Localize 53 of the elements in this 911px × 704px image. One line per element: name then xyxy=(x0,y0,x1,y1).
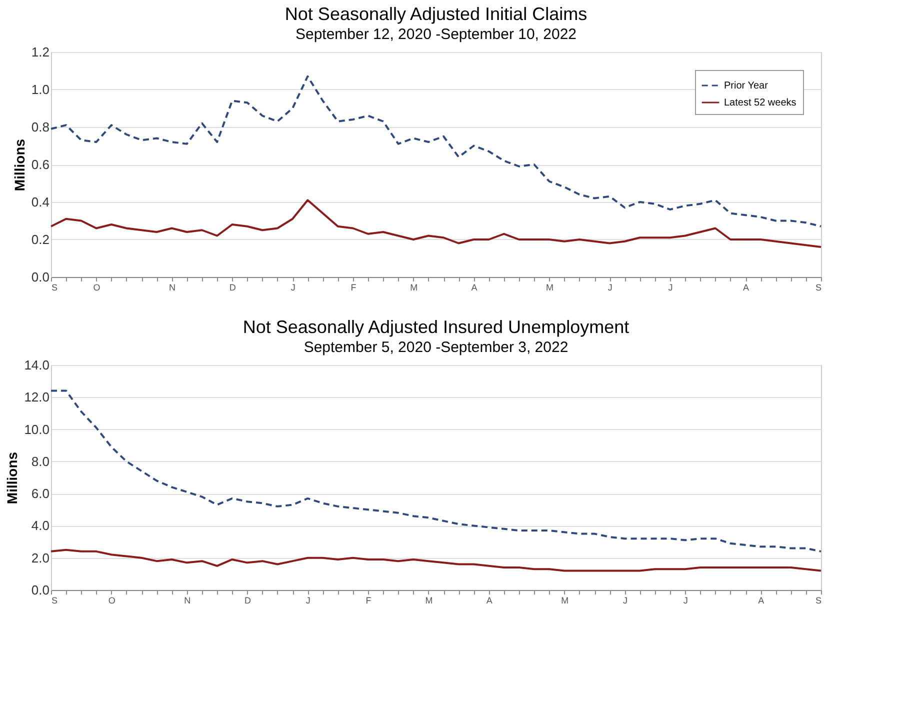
x-tick-label: J xyxy=(290,282,296,292)
legend-label: Prior Year xyxy=(724,80,769,92)
x-tick-label: N xyxy=(184,596,191,606)
y-tick-label: 0.6 xyxy=(31,157,50,172)
x-tick-label: S xyxy=(815,282,822,292)
y-tick-label: 0.0 xyxy=(31,582,50,598)
x-tick-label: A xyxy=(471,282,478,292)
x-tick-label: M xyxy=(561,596,569,606)
x-tick-label: A xyxy=(743,282,750,292)
x-tick-label: D xyxy=(244,596,252,606)
x-tick-label: S xyxy=(52,282,58,292)
y-tick-label: 1.2 xyxy=(31,44,50,60)
legend-label: Latest 52 weeks xyxy=(724,98,796,108)
x-tick-label: F xyxy=(350,282,357,292)
x-tick-label: A xyxy=(486,596,492,606)
y-tick-label: 4.0 xyxy=(31,518,50,534)
x-tick-label: S xyxy=(815,596,822,606)
line-series xyxy=(50,548,822,572)
x-tick-label: M xyxy=(546,282,554,292)
y-tick-label: 0.2 xyxy=(31,232,50,247)
y-tick-label: 0.0 xyxy=(31,270,50,284)
chart-subtitle: September 12, 2020 -September 10, 2022 xyxy=(295,26,577,43)
y-tick-label: 14.0 xyxy=(24,358,50,372)
y-axis-title: Millions xyxy=(11,138,28,192)
x-tick-label: J xyxy=(622,596,628,606)
x-tick-label: O xyxy=(93,282,100,292)
x-tick-label: J xyxy=(608,282,612,292)
chart-title: Not Seasonally Adjusted Initial Claims xyxy=(284,4,588,24)
chart-subtitle: September 5, 2020 -September 3, 2022 xyxy=(304,339,568,356)
x-tick-label: J xyxy=(683,596,688,606)
x-tick-label: J xyxy=(306,596,310,606)
chart-title: Not Seasonally Adjusted Insured Unemployment xyxy=(242,317,630,337)
x-tick-label: M xyxy=(410,282,418,292)
y-tick-label: 0.8 xyxy=(31,120,50,134)
y-tick-label: 10.0 xyxy=(24,422,50,437)
x-tick-label: D xyxy=(229,282,236,292)
y-tick-label: 2.0 xyxy=(31,550,50,566)
y-tick-label: 12.0 xyxy=(24,390,50,405)
x-tick-label: A xyxy=(758,596,764,606)
y-tick-label: 1.0 xyxy=(31,82,50,97)
line-series xyxy=(50,75,822,228)
x-tick-label: S xyxy=(52,596,58,606)
y-tick-label: 6.0 xyxy=(31,486,50,502)
x-tick-label: F xyxy=(366,596,372,606)
y-tick-label: 0.4 xyxy=(31,194,50,210)
x-tick-label: N xyxy=(169,282,176,292)
line-series xyxy=(50,199,822,248)
x-tick-label: J xyxy=(668,282,673,292)
x-tick-label: O xyxy=(108,596,116,606)
x-tick-label: M xyxy=(425,596,433,606)
y-tick-label: 8.0 xyxy=(31,454,50,469)
y-axis-title: Millions xyxy=(4,452,20,504)
line-series xyxy=(50,390,822,552)
